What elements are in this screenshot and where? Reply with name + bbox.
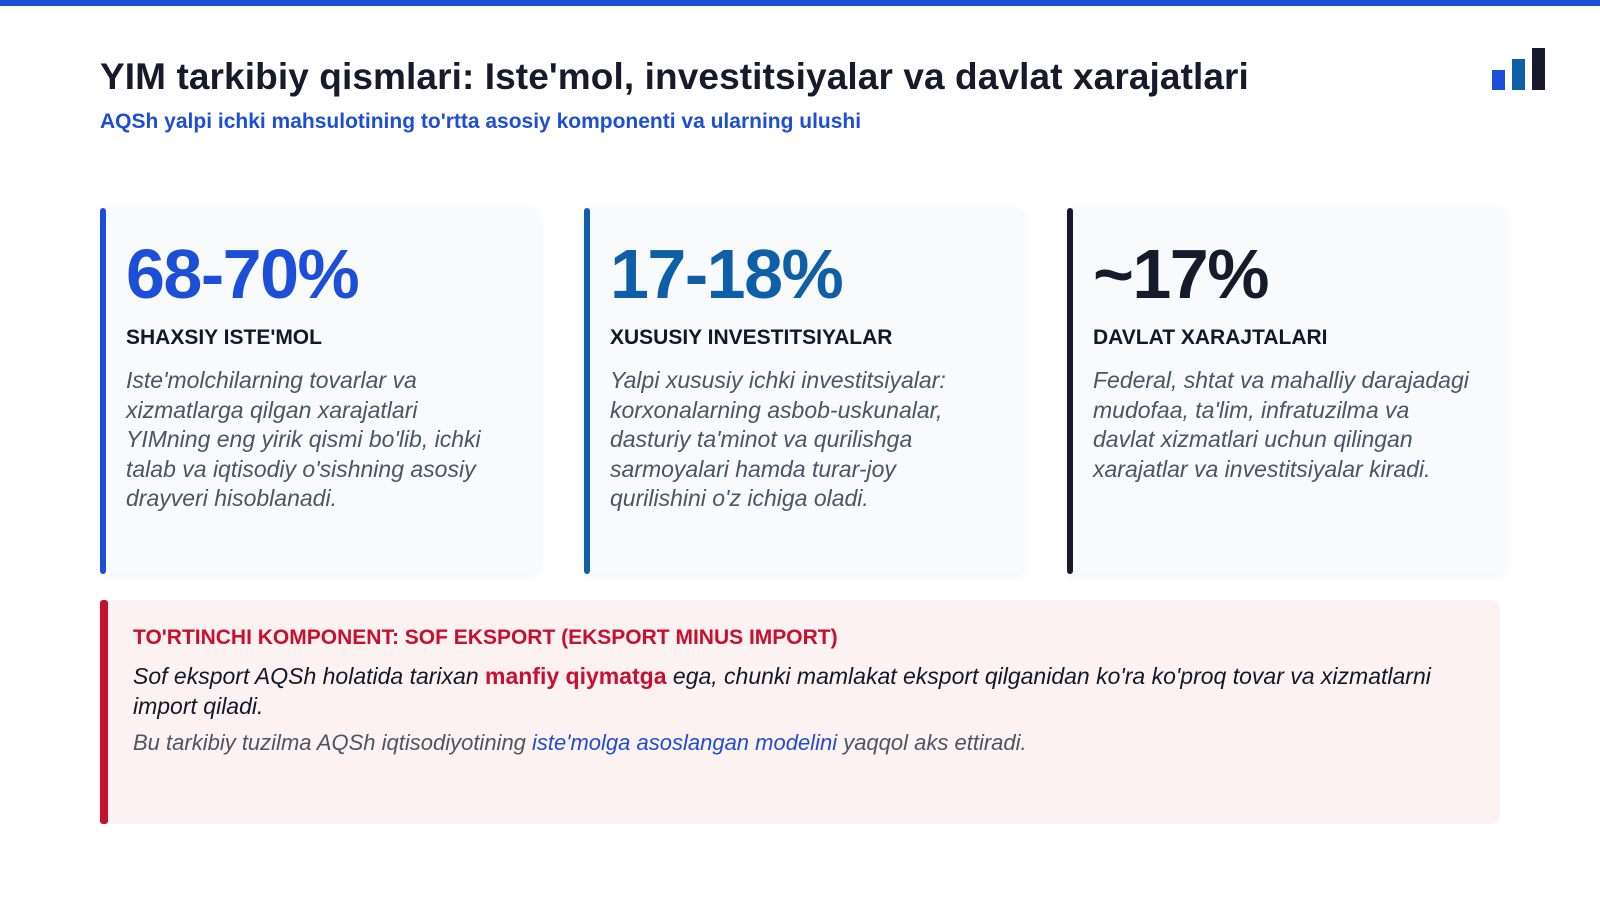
stat-value: 17-18% bbox=[610, 235, 844, 313]
net-exports-callout: TO'RTINCHI KOMPONENT: SOF EKSPORT (EKSPO… bbox=[100, 600, 1500, 824]
stat-description: Iste'molchilarning tovarlar va xizmatlar… bbox=[126, 367, 481, 511]
stat-description: Yalpi xususiy ichki investitsiyalar: kor… bbox=[610, 367, 946, 511]
negative-value-highlight: manfiy qiymatga bbox=[485, 663, 667, 689]
callout-body-text: Sof eksport AQSh holatida tarixan bbox=[133, 663, 486, 689]
top-accent-bar bbox=[0, 0, 1600, 6]
page-subtitle: AQSh yalpi ichki mahsulotining to'rtta a… bbox=[100, 110, 862, 133]
stat-label: XUSUSIY INVESTITSIYALAR bbox=[610, 326, 893, 349]
stat-card-consumption: 68-70% SHAXSIY ISTE'MOL Iste'molchilarni… bbox=[100, 208, 540, 574]
stat-value: ~17% bbox=[1093, 235, 1269, 313]
card-accent-bar bbox=[584, 208, 590, 574]
stat-value: 68-70% bbox=[126, 235, 360, 313]
stat-card-investment: 17-18% XUSUSIY INVESTITSIYALAR Yalpi xus… bbox=[584, 208, 1024, 574]
callout-heading: TO'RTINCHI KOMPONENT: SOF EKSPORT (EKSPO… bbox=[133, 626, 838, 649]
stat-label: DAVLAT XARAJTALARI bbox=[1093, 326, 1328, 349]
consumption-model-highlight: iste'molga asoslangan modelini bbox=[532, 730, 838, 755]
callout-accent-bar bbox=[100, 600, 108, 824]
stat-description: Federal, shtat va mahalliy darajadagi mu… bbox=[1093, 367, 1469, 482]
callout-footer-text: Bu tarkibiy tuzilma AQSh iqtisodiyotinin… bbox=[133, 730, 533, 755]
card-accent-bar bbox=[100, 208, 106, 574]
stat-label: SHAXSIY ISTE'MOL bbox=[126, 326, 322, 349]
callout-body-text-end: ega, chunki mamlakat eksport qilganidan … bbox=[133, 663, 1431, 719]
card-accent-bar bbox=[1067, 208, 1073, 574]
callout-footer-text-end: yaqqol aks ettiradi. bbox=[837, 730, 1027, 755]
page-title: YIM tarkibiy qismlari: Iste'mol, investi… bbox=[100, 56, 1249, 97]
callout-footer: Bu tarkibiy tuzilma AQSh iqtisodiyotinin… bbox=[133, 730, 1473, 756]
callout-body: Sof eksport AQSh holatida tarixan manfiy… bbox=[133, 662, 1473, 721]
bar-chart-icon bbox=[1492, 48, 1548, 90]
stat-card-government: ~17% DAVLAT XARAJTALARI Federal, shtat v… bbox=[1067, 208, 1507, 574]
